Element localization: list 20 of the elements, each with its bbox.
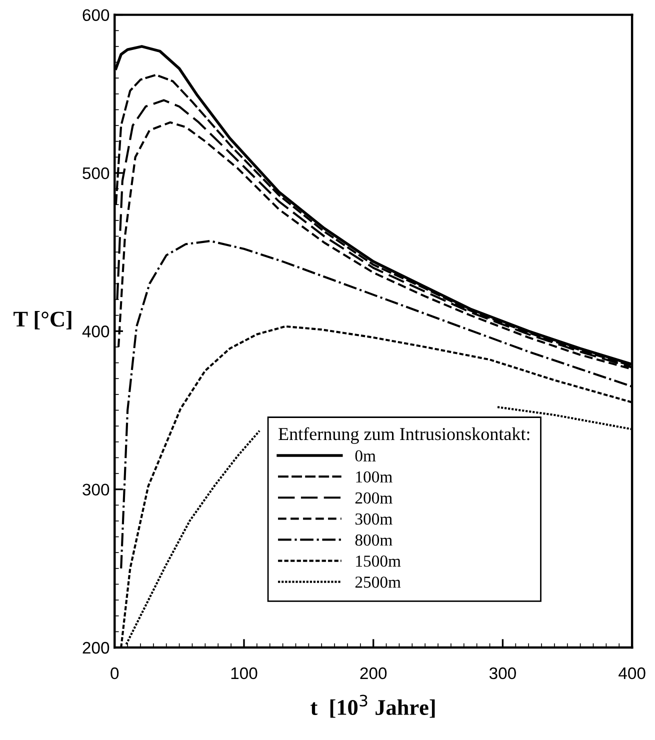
y-axis-title: T [°C] — [14, 310, 72, 330]
legend-label: 300m — [355, 513, 392, 525]
legend-label: 1500m — [356, 556, 401, 567]
legend-label: 200m — [355, 492, 392, 504]
y-tick-label: 600 — [82, 9, 110, 22]
x-tick-label: 0 — [110, 667, 119, 680]
legend-label: 0m — [355, 450, 376, 462]
y-tick-label: 400 — [82, 326, 110, 338]
legend-label: 800m — [355, 534, 392, 546]
x-axis-title: t [10$^{3}$ Jahre] — [310, 694, 435, 718]
legend-label: 2500m — [355, 576, 401, 588]
y-tick-label: 500 — [82, 167, 110, 180]
legend-label: 100m — [356, 471, 392, 483]
x-tick-label: 200 — [360, 667, 387, 680]
x-tick-label: 300 — [489, 667, 516, 680]
legend-title: Entfernung zum Intrusionskontakt: — [278, 427, 530, 444]
y-tick-label: 200 — [82, 642, 110, 654]
x-tick-label: 100 — [231, 667, 258, 680]
y-tick-label: 300 — [82, 484, 110, 496]
x-tick-label: 400 — [618, 667, 646, 680]
